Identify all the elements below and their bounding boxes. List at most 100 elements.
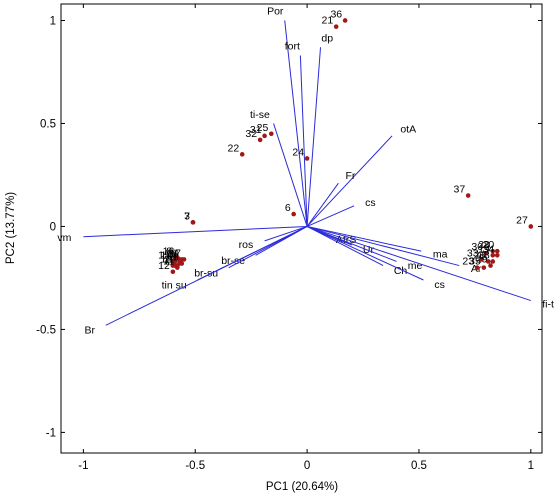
vector-line xyxy=(306,225,384,267)
score-point xyxy=(494,248,500,254)
vector-line xyxy=(306,225,531,302)
score-point xyxy=(488,263,493,268)
point-label: 24 xyxy=(292,146,304,158)
point-label: 17 xyxy=(169,247,181,259)
score-point xyxy=(257,137,263,143)
score-point xyxy=(465,193,471,198)
point-label: 12 xyxy=(158,260,170,272)
point-label: 6 xyxy=(285,202,291,214)
vector-label: cs xyxy=(365,197,376,209)
vector-line xyxy=(306,205,355,227)
score-point xyxy=(481,265,487,270)
point-label: 27 xyxy=(516,214,528,226)
point-label: 29 xyxy=(476,254,488,266)
vector-label: br-su xyxy=(194,267,218,279)
score-point xyxy=(490,248,496,254)
point-label: 1 xyxy=(168,254,174,266)
vector-line xyxy=(306,225,460,267)
score-point xyxy=(179,261,185,266)
vector-label: Fr xyxy=(345,170,355,182)
vector-line xyxy=(306,225,424,281)
point-label: 32 xyxy=(245,128,257,140)
score-point xyxy=(172,259,178,264)
score-point xyxy=(474,265,480,270)
score-point xyxy=(490,252,496,258)
score-point xyxy=(304,156,310,161)
score-point xyxy=(175,265,180,270)
score-point xyxy=(291,211,296,217)
vector-label: fort xyxy=(285,40,300,52)
vector-label: dp xyxy=(321,32,333,44)
vector-line xyxy=(105,225,308,326)
point-label: 35 xyxy=(469,256,481,268)
point-label: 9 xyxy=(171,249,177,261)
score-point xyxy=(483,250,489,256)
score-point xyxy=(528,224,534,229)
y-tick-label: 0.5 xyxy=(40,118,56,130)
point-label: 23 xyxy=(462,256,474,268)
score-point xyxy=(494,252,500,258)
point-label: 18 xyxy=(160,254,172,266)
point-label: 10 xyxy=(165,247,177,259)
vector-line xyxy=(306,47,322,227)
vector-label: ros xyxy=(239,239,254,251)
point-label: 2 xyxy=(164,254,170,266)
x-tick-label: -1 xyxy=(78,460,88,472)
vector-label: Ur xyxy=(363,244,375,256)
vector-line xyxy=(306,225,422,252)
score-point xyxy=(262,133,267,139)
point-label: 33 xyxy=(467,247,479,259)
vector-label: vm xyxy=(57,232,71,244)
vector-label: Por xyxy=(267,6,284,18)
point-label: 15 xyxy=(158,249,170,261)
point-label: 37 xyxy=(453,184,465,196)
score-point xyxy=(170,269,176,275)
x-tick-label: 1 xyxy=(528,460,534,472)
vector-label: otA xyxy=(400,124,416,136)
point-label: 16 xyxy=(163,245,175,257)
point-label: 31 xyxy=(250,124,262,136)
plot-area-frame xyxy=(60,3,543,454)
point-label: 13 xyxy=(167,252,179,264)
vector-label: fi-ti xyxy=(542,299,554,311)
score-point xyxy=(333,24,339,29)
score-point xyxy=(190,220,196,225)
y-tick-label: 0 xyxy=(50,221,56,233)
point-label: 28 xyxy=(478,239,490,251)
point-label: 3 xyxy=(184,210,190,222)
x-axis-label: PC1 (20.64%) xyxy=(266,481,338,493)
vector-label: ti-se xyxy=(250,109,270,121)
point-label: 34 xyxy=(483,243,495,255)
x-tick-label: -0.5 xyxy=(185,460,205,472)
vector-line xyxy=(299,55,308,227)
point-label: 21 xyxy=(321,15,333,27)
y-tick-label: -1 xyxy=(46,427,56,439)
point-label: 4 xyxy=(173,247,179,259)
vector-label: tin su xyxy=(162,279,187,291)
y-tick-label: 1 xyxy=(50,15,56,27)
point-label: 26 xyxy=(474,249,486,261)
point-label: 38 xyxy=(478,249,490,261)
point-label: 25 xyxy=(257,122,269,134)
axis-ticks: -1 -0.5 0 0.5 1 -1 -0.5 0 0.5 1 xyxy=(36,4,542,472)
x-tick-label: 0 xyxy=(304,460,310,472)
score-point xyxy=(479,257,484,262)
point-label: 19 xyxy=(478,243,490,255)
x-tick-label: 0.5 xyxy=(411,460,427,472)
vector-line xyxy=(273,123,308,227)
point-label: 36 xyxy=(330,8,342,20)
vector-label: ma xyxy=(433,248,448,260)
vector-line xyxy=(306,225,397,262)
vector-line xyxy=(83,225,308,238)
point-label: 11 xyxy=(163,256,174,268)
vector-line xyxy=(306,135,393,227)
vector-line xyxy=(284,20,308,227)
point-label: 30 xyxy=(471,241,483,253)
score-point xyxy=(239,152,245,157)
score-point xyxy=(181,257,187,262)
point-label: 8 xyxy=(166,245,172,257)
vector-line xyxy=(264,225,308,242)
